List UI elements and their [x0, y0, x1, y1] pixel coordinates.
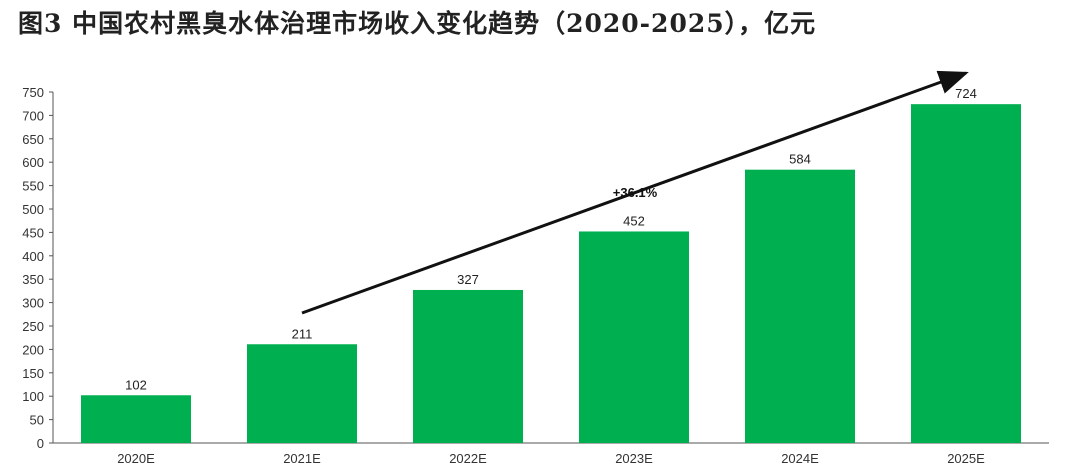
- y-tick-label: 400: [22, 249, 44, 264]
- growth-annotation: +36.1%: [613, 185, 658, 200]
- y-tick-label: 100: [22, 389, 44, 404]
- y-tick-label: 0: [37, 436, 44, 451]
- data-label: 211: [292, 326, 313, 341]
- data-label: 452: [623, 213, 645, 228]
- y-tick-label: 150: [22, 366, 44, 381]
- y-tick-label: 550: [22, 179, 44, 194]
- bar-2022E: [413, 289, 523, 443]
- x-tick-label: 2024E: [781, 451, 819, 466]
- chart-title: 图3 中国农村黑臭水体治理市场收入变化趋势（2020-2025），亿元: [18, 9, 817, 38]
- bar-2024E: [745, 169, 855, 444]
- data-label: 327: [457, 272, 479, 287]
- y-tick-label: 450: [22, 225, 44, 240]
- y-tick-label: 200: [22, 342, 44, 357]
- y-tick-label: 350: [22, 272, 44, 287]
- y-tick-label: 50: [30, 413, 44, 428]
- trend-arrow: [301, 70, 969, 315]
- y-tick-label: 750: [22, 85, 44, 100]
- y-tick-label: 300: [22, 296, 44, 311]
- bar-2021E: [247, 344, 357, 443]
- x-tick-label: 2020E: [117, 451, 155, 466]
- x-tick-label: 2022E: [449, 451, 487, 466]
- x-tick-label: 2021E: [283, 451, 321, 466]
- y-tick-label: 650: [22, 132, 44, 147]
- bar-2023E: [579, 231, 689, 443]
- bar-2020E: [81, 395, 191, 443]
- y-tick-label: 500: [22, 202, 44, 217]
- x-tick-label: 2025E: [947, 451, 985, 466]
- y-tick-label: 700: [22, 108, 44, 123]
- bar-2025E: [911, 104, 1021, 443]
- data-label: 724: [955, 86, 977, 101]
- x-tick-label: 2023E: [615, 451, 653, 466]
- data-label: 584: [789, 152, 811, 167]
- y-tick-label: 600: [22, 155, 44, 170]
- y-tick-label: 250: [22, 319, 44, 334]
- data-label: 102: [125, 377, 147, 392]
